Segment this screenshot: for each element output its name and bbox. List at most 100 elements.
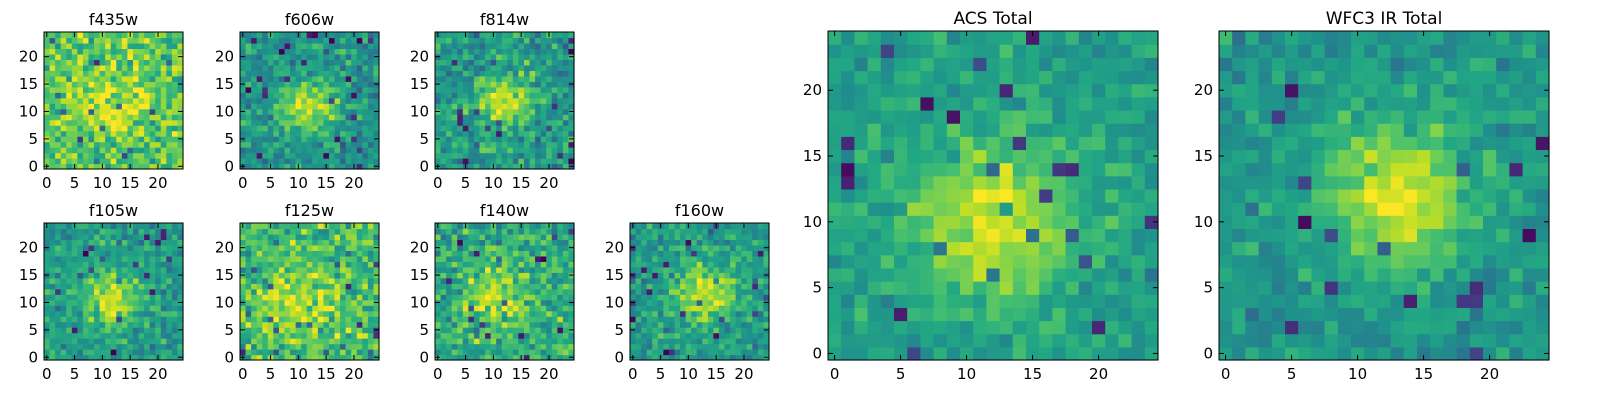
- pixel-cell: [1131, 346, 1146, 361]
- pixel-cell: [77, 277, 84, 284]
- pixel-cell: [116, 119, 123, 126]
- pixel-cell: [446, 272, 453, 279]
- pixel-cell: [94, 327, 101, 334]
- pixel-cell: [251, 92, 258, 99]
- pixel-cell: [973, 202, 987, 216]
- pixel-cell: [680, 272, 687, 279]
- pixel-cell: [652, 288, 659, 295]
- pixel-cell: [1092, 281, 1106, 295]
- pixel-cell: [138, 53, 145, 60]
- pixel-cell: [160, 228, 167, 235]
- pixel-cell: [245, 299, 252, 306]
- pixel-cell: [696, 266, 703, 273]
- pixel-cell: [278, 130, 286, 137]
- pixel-cell: [512, 272, 519, 279]
- pixel-cell: [356, 97, 363, 104]
- pixel-cell: [841, 149, 855, 164]
- pixel-cell: [501, 316, 508, 323]
- pixel-cell: [138, 75, 145, 82]
- pixel-cell: [71, 125, 78, 132]
- pixel-cell: [457, 92, 464, 99]
- pixel-cell: [479, 59, 486, 66]
- pixel-cell: [546, 108, 553, 115]
- pixel-cell: [273, 310, 280, 317]
- pixel-cell: [166, 75, 173, 82]
- pixel-cell: [523, 272, 531, 279]
- pixel-cell: [116, 261, 123, 268]
- pixel-cell: [841, 228, 855, 243]
- pixel-cell: [110, 53, 117, 60]
- pixel-cell: [907, 307, 921, 322]
- pixel-cell: [691, 338, 698, 345]
- x-tick-label: 0: [628, 365, 638, 383]
- pixel-cell: [245, 147, 252, 154]
- pixel-cell: [177, 103, 184, 110]
- pixel-cell: [741, 244, 748, 251]
- pixel-cell: [490, 37, 497, 44]
- pixel-cell: [668, 244, 676, 251]
- pixel-cell: [262, 277, 269, 284]
- pixel-cell: [116, 147, 123, 154]
- pixel-cell: [171, 261, 179, 268]
- pixel-cell: [568, 349, 575, 356]
- pixel-cell: [663, 332, 670, 339]
- pixel-cell: [251, 294, 258, 301]
- pixel-cell: [562, 163, 570, 170]
- pixel-cell: [933, 241, 948, 256]
- pixel-cell: [490, 147, 497, 154]
- pixel-cell: [306, 299, 313, 306]
- pixel-cell: [312, 163, 319, 170]
- pixel-cell: [323, 233, 330, 241]
- pixel-cell: [490, 343, 497, 350]
- pixel-cell: [702, 277, 709, 284]
- pixel-cell: [88, 250, 95, 257]
- pixel-cell: [132, 48, 140, 55]
- pixel-cell: [245, 354, 252, 361]
- pixel-cell: [540, 305, 547, 312]
- pixel-cell: [245, 316, 252, 323]
- pixel-cell: [473, 343, 481, 350]
- pixel-cell: [362, 299, 369, 306]
- pixel-cell: [328, 316, 336, 323]
- pixel-cell: [60, 141, 67, 148]
- pixel-cell: [551, 86, 558, 93]
- pixel-cell: [446, 141, 453, 148]
- pixel-cell: [49, 92, 56, 99]
- pixel-cell: [290, 223, 297, 230]
- pixel-cell: [44, 321, 51, 328]
- pixel-cell: [273, 64, 280, 71]
- pixel-cell: [479, 239, 486, 246]
- pixel-cell: [345, 266, 352, 273]
- pixel-cell: [105, 92, 112, 99]
- pixel-cell: [278, 152, 286, 159]
- pixel-cell: [973, 241, 987, 256]
- pixel-cell: [373, 59, 380, 66]
- pixel-cell: [457, 158, 464, 165]
- pixel-cell: [468, 299, 475, 306]
- pixel-cell: [1052, 188, 1067, 203]
- pixel-cell: [262, 108, 269, 115]
- pixel-cell: [278, 163, 286, 170]
- pixel-cell: [562, 59, 570, 66]
- pixel-cell: [160, 158, 167, 165]
- pixel-cell: [251, 97, 258, 104]
- pixel-cell: [240, 305, 247, 312]
- pixel-cell: [668, 283, 676, 290]
- pixel-cell: [691, 244, 698, 251]
- pixel-cell: [551, 305, 558, 312]
- y-tick-label: 0: [224, 157, 234, 175]
- pixel-cell: [724, 239, 731, 246]
- pixel-cell: [518, 349, 525, 356]
- pixel-cell: [490, 239, 497, 246]
- pixel-cell: [77, 136, 84, 143]
- pixel-cell: [468, 332, 475, 339]
- pixel-cell: [312, 59, 319, 66]
- pixel-cell: [351, 130, 358, 137]
- pixel-cell: [562, 86, 570, 93]
- pixel-cell: [356, 239, 363, 246]
- pixel-cell: [99, 48, 106, 55]
- pixel-cell: [88, 233, 95, 241]
- pixel-cell: [999, 162, 1014, 177]
- pixel-cell: [328, 59, 336, 66]
- pixel-cell: [138, 250, 145, 257]
